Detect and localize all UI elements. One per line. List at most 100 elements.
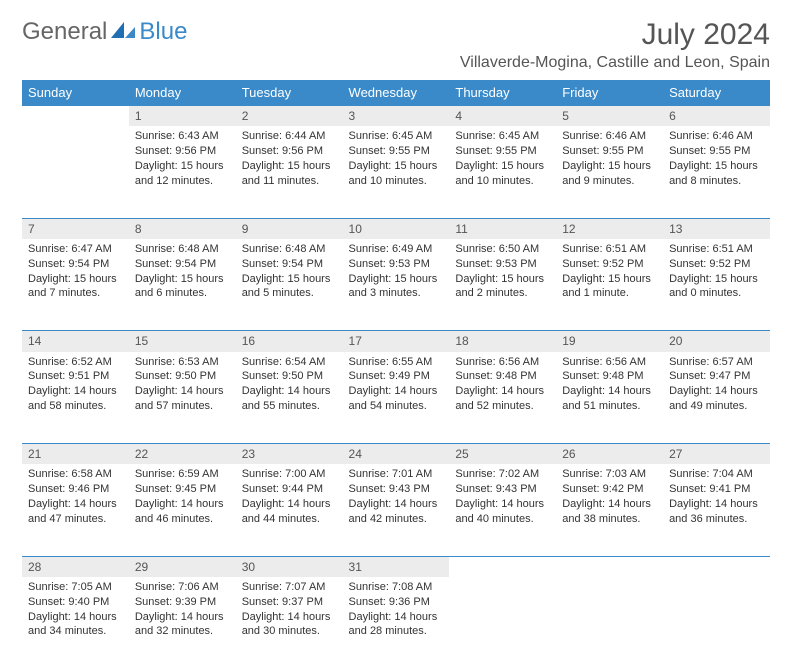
sunrise-text: Sunrise: 6:46 AM (669, 129, 764, 144)
day-number (663, 556, 770, 577)
sunset-text: Sunset: 9:48 PM (455, 369, 550, 384)
sunrise-text: Sunrise: 6:47 AM (28, 242, 123, 257)
day-cell: Sunrise: 7:01 AMSunset: 9:43 PMDaylight:… (343, 464, 450, 556)
day1-text: Daylight: 15 hours (135, 159, 230, 174)
content-row: Sunrise: 6:52 AMSunset: 9:51 PM Daylight:… (22, 352, 770, 444)
sunrise-text: Sunrise: 6:52 AM (28, 355, 123, 370)
day2-text: and 12 minutes. (135, 174, 230, 189)
day2-text: and 2 minutes. (455, 286, 550, 301)
day-cell: Sunrise: 6:56 AMSunset: 9:48 PMDaylight:… (449, 352, 556, 444)
sunrise-text: Sunrise: 6:48 AM (135, 242, 230, 257)
day-cell: Sunrise: 7:06 AMSunset: 9:39 PMDaylight:… (129, 577, 236, 669)
sunset-text: Sunset: 9:55 PM (669, 144, 764, 159)
sunset-text: Sunset: 9:50 PM (135, 369, 230, 384)
day1-text: Daylight: 14 hours (562, 384, 657, 399)
page-header: General Blue July 2024 Villaverde-Mogina… (22, 18, 770, 72)
day-number (556, 556, 663, 577)
day-cell: Sunrise: 6:43 AMSunset: 9:56 PMDaylight:… (129, 126, 236, 218)
sunset-text: Sunset: 9:54 PM (242, 257, 337, 272)
day-cell: Sunrise: 6:50 AMSunset: 9:53 PMDaylight:… (449, 239, 556, 331)
sunrise-text: Sunrise: 6:51 AM (669, 242, 764, 257)
content-row: Sunrise: 6:58 AMSunset: 9:46 PMDaylight:… (22, 464, 770, 556)
sunrise-text: Sunrise: 6:46 AM (562, 129, 657, 144)
day1-text: Daylight: 14 hours (455, 497, 550, 512)
day-number: 19 (556, 331, 663, 352)
day1-text: Daylight: 15 hours (242, 272, 337, 287)
day2-text: and 32 minutes. (135, 624, 230, 639)
sunrise-text: Sunrise: 7:05 AM (28, 580, 123, 595)
sunset-text: Sunset: 9:54 PM (28, 257, 123, 272)
month-title: July 2024 (460, 18, 770, 52)
daynum-row: 21222324252627 (22, 444, 770, 465)
day-number: 2 (236, 106, 343, 127)
sunrise-text: Sunrise: 6:48 AM (242, 242, 337, 257)
day2-text: and 44 minutes. (242, 512, 337, 527)
day2-text: and 46 minutes. (135, 512, 230, 527)
day-number: 28 (22, 556, 129, 577)
day-cell: Sunrise: 6:53 AMSunset: 9:50 PMDaylight:… (129, 352, 236, 444)
sunset-text: Sunset: 9:53 PM (349, 257, 444, 272)
day-number: 1 (129, 106, 236, 127)
sunset-text: Sunset: 9:39 PM (135, 595, 230, 610)
day2-text: and 6 minutes. (135, 286, 230, 301)
day-header: Monday (129, 80, 236, 106)
day-number: 30 (236, 556, 343, 577)
day-number: 8 (129, 218, 236, 239)
sunrise-text: Sunrise: 6:49 AM (349, 242, 444, 257)
sunrise-text: Sunrise: 6:53 AM (135, 355, 230, 370)
sunset-text: Sunset: 9:51 PM (28, 369, 123, 384)
sunset-text: Sunset: 9:56 PM (242, 144, 337, 159)
day2-text: and 51 minutes. (562, 399, 657, 414)
day-cell: Sunrise: 6:56 AMSunset: 9:48 PMDaylight:… (556, 352, 663, 444)
sunrise-text: Sunrise: 6:43 AM (135, 129, 230, 144)
day2-text: and 0 minutes. (669, 286, 764, 301)
day2-text: and 11 minutes. (242, 174, 337, 189)
day1-text: Daylight: 14 hours (242, 497, 337, 512)
day1-text: Daylight: 14 hours (242, 384, 337, 399)
day2-text: and 1 minute. (562, 286, 657, 301)
sunset-text: Sunset: 9:48 PM (562, 369, 657, 384)
day-cell: Sunrise: 7:08 AMSunset: 9:36 PMDaylight:… (343, 577, 450, 669)
sunset-text: Sunset: 9:43 PM (455, 482, 550, 497)
day-number: 18 (449, 331, 556, 352)
day-header: Thursday (449, 80, 556, 106)
sunrise-text: Sunrise: 6:55 AM (349, 355, 444, 370)
sunset-text: Sunset: 9:41 PM (669, 482, 764, 497)
day2-text: and 10 minutes. (455, 174, 550, 189)
content-row: Sunrise: 7:05 AMSunset: 9:40 PMDaylight:… (22, 577, 770, 669)
sunset-text: Sunset: 9:43 PM (349, 482, 444, 497)
day-cell: Sunrise: 6:46 AMSunset: 9:55 PMDaylight:… (663, 126, 770, 218)
sunset-text: Sunset: 9:37 PM (242, 595, 337, 610)
sunset-text: Sunset: 9:44 PM (242, 482, 337, 497)
sunrise-text: Sunrise: 7:01 AM (349, 467, 444, 482)
day2-text: and 40 minutes. (455, 512, 550, 527)
day-cell: Sunrise: 6:52 AMSunset: 9:51 PMDaylight:… (22, 352, 129, 444)
day-number: 23 (236, 444, 343, 465)
sunset-text: Sunset: 9:42 PM (562, 482, 657, 497)
sunrise-text: Sunrise: 6:57 AM (669, 355, 764, 370)
daynum-row: 14151617181920 (22, 331, 770, 352)
day1-text: Daylight: 15 hours (562, 272, 657, 287)
day1-text: Daylight: 14 hours (562, 497, 657, 512)
day-cell: Sunrise: 6:47 AMSunset: 9:54 PMDaylight:… (22, 239, 129, 331)
sunrise-text: Sunrise: 7:03 AM (562, 467, 657, 482)
day2-text: and 38 minutes. (562, 512, 657, 527)
day1-text: Daylight: 14 hours (669, 384, 764, 399)
sunset-text: Sunset: 9:46 PM (28, 482, 123, 497)
day-number (449, 556, 556, 577)
sunset-text: Sunset: 9:52 PM (562, 257, 657, 272)
logo-text-blue: Blue (139, 18, 187, 46)
day-number: 25 (449, 444, 556, 465)
sunset-text: Sunset: 9:52 PM (669, 257, 764, 272)
day1-text: Daylight: 14 hours (349, 497, 444, 512)
day-cell: Sunrise: 6:51 AMSunset: 9:52 PMDaylight:… (556, 239, 663, 331)
day-cell (663, 577, 770, 669)
sunrise-text: Sunrise: 7:04 AM (669, 467, 764, 482)
day1-text: Daylight: 14 hours (28, 497, 123, 512)
day-cell: Sunrise: 6:44 AMSunset: 9:56 PMDaylight:… (236, 126, 343, 218)
day-number: 5 (556, 106, 663, 127)
day-number: 29 (129, 556, 236, 577)
sunrise-text: Sunrise: 6:54 AM (242, 355, 337, 370)
day2-text: and 9 minutes. (562, 174, 657, 189)
day2-text: and 7 minutes. (28, 286, 123, 301)
